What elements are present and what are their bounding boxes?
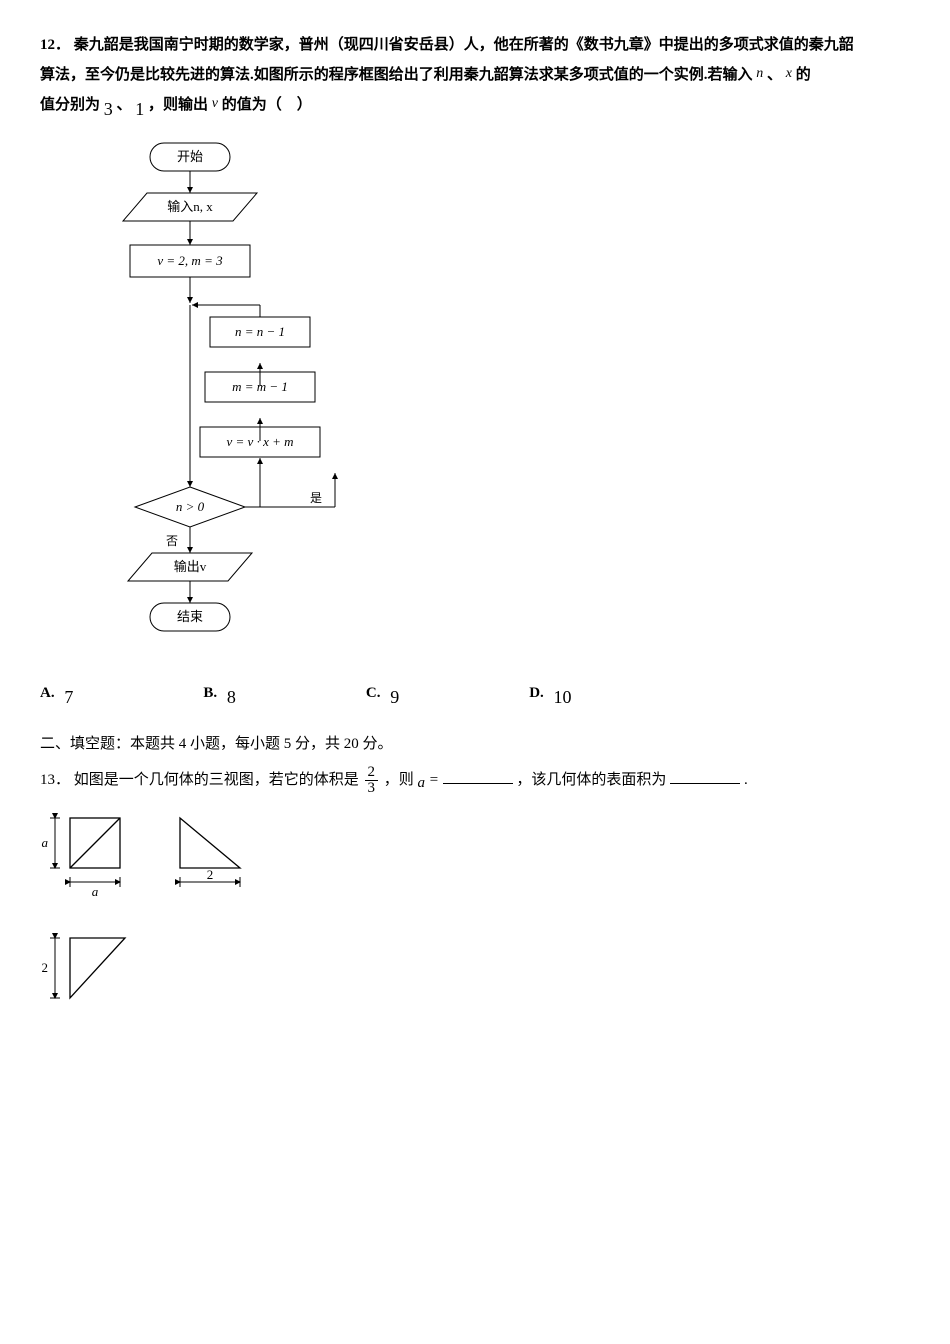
sep2: 、 (117, 97, 132, 113)
svg-text:n = n − 1: n = n − 1 (235, 324, 285, 339)
sep1: 、 (767, 67, 782, 83)
q12-line1: 秦九韶是我国南宁时期的数学家，普州（现四川省安岳县）人，他在所著的《数书九章》中… (74, 37, 854, 53)
q12-choices: A. 7 B. 8 C. 9 D. 10 (40, 678, 910, 715)
svg-text:输入n, x: 输入n, x (167, 199, 213, 214)
q13-textA: 如图是一个几何体的三视图，若它的体积是 (74, 772, 363, 788)
var-a: a (418, 775, 426, 791)
svg-text:v = 2, m = 3: v = 2, m = 3 (157, 253, 223, 268)
svg-text:a: a (92, 884, 99, 899)
q12-line3b: ，则输出 (148, 97, 212, 113)
flowchart: 开始输入n, xv = 2, m = 3n = n − 1m = m − 1v … (60, 137, 910, 668)
svg-text:否: 否 (166, 534, 178, 548)
q13-textC: ，该几何体的表面积为 (516, 772, 670, 788)
q12-number: 12． (40, 37, 70, 53)
n-value: 3 (104, 99, 113, 119)
svg-text:是: 是 (310, 491, 322, 505)
svg-text:开始: 开始 (177, 149, 203, 164)
flowchart-svg: 开始输入n, xv = 2, m = 3n = n − 1m = m − 1v … (60, 137, 390, 657)
eq-sign: = (429, 772, 443, 788)
svg-text:结束: 结束 (177, 609, 203, 624)
q13-textD: . (744, 772, 748, 788)
svg-text:a: a (42, 835, 49, 850)
svg-text:2: 2 (42, 960, 49, 975)
svg-text:n > 0: n > 0 (176, 499, 205, 514)
choice-a: A. 7 (40, 678, 73, 715)
choice-d: D. 10 (529, 678, 571, 715)
var-n: n (756, 66, 763, 81)
blank-2 (670, 783, 740, 784)
q12-line3c: 的值为（ ） (222, 97, 312, 113)
x-value: 1 (135, 99, 144, 119)
three-views-svg: a a 2 2 (40, 808, 310, 1058)
blank-1 (443, 783, 513, 784)
q13-number: 13． (40, 772, 70, 788)
question-12: 12． 秦九韶是我国南宁时期的数学家，普州（现四川省安岳县）人，他在所著的《数书… (40, 30, 910, 127)
svg-text:输出v: 输出v (174, 559, 207, 574)
three-views-figure: a a 2 2 (40, 808, 910, 1069)
var-x: x (786, 66, 792, 81)
fraction-2-3: 2 3 (365, 765, 379, 796)
q12-line2b: 的 (796, 67, 811, 83)
choice-c: C. 9 (366, 678, 399, 715)
section-2-heading: 二、填空题：本题共 4 小题，每小题 5 分，共 20 分。 (40, 729, 910, 759)
svg-text:2: 2 (207, 867, 214, 882)
var-v: v (212, 96, 218, 111)
q12-line3a: 值分别为 (40, 97, 104, 113)
q13-textB: ，则 (384, 772, 418, 788)
question-13: 13． 如图是一个几何体的三视图，若它的体积是 2 3 ，则 a = ，该几何体… (40, 765, 910, 798)
q12-line2a: 算法，至今仍是比较先进的算法.如图所示的程序框图给出了利用秦九韶算法求某多项式值… (40, 67, 756, 83)
choice-b: B. 8 (203, 678, 236, 715)
